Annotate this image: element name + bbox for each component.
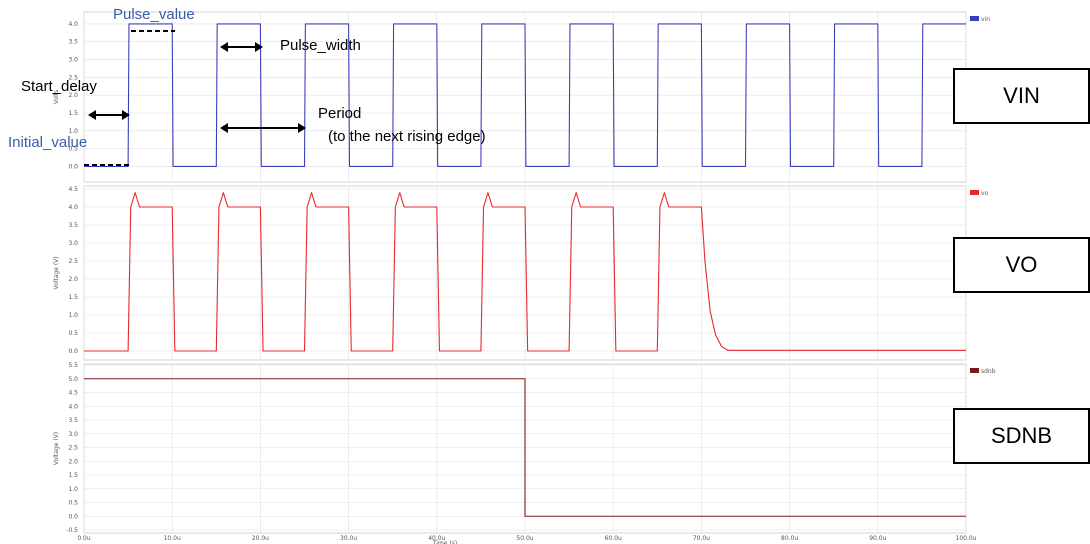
y-tick-label: 4.0: [68, 403, 78, 410]
y-tick-label: 3.0: [68, 57, 78, 64]
legend-label: vo: [981, 190, 989, 197]
y-tick-label: 3.0: [68, 431, 78, 438]
x-tick-label: 90.0u: [869, 535, 886, 542]
y-tick-label: 4.5: [68, 186, 78, 193]
x-tick-label: 20.0u: [252, 535, 269, 542]
panel-sdnb: 0.0 0.5 1.0 1.5 2.0 2.5 3.0 3.5 4.0 4.5 5.0 5.5 -0.5…: [53, 362, 996, 534]
start-delay-arrow: [88, 110, 130, 120]
x-tick-label: 0.0u: [77, 535, 91, 542]
y-axis-label: Voltage (V): [53, 256, 60, 289]
y-tick-label: 3.5: [68, 39, 78, 46]
panel-vin: 0.0 0.5 1.0 1.5 2.0 2.5 3.0 3.5 4.0 Volts vin: [53, 11, 990, 183]
y-tick-label: 4.0: [68, 21, 78, 28]
legend-swatch: [970, 190, 979, 195]
legend-swatch: [970, 16, 979, 21]
legend-label: sdnb: [981, 368, 996, 375]
y-tick-label: 5.5: [68, 362, 78, 369]
x-tick-label: 80.0u: [781, 535, 798, 542]
legend-swatch: [970, 368, 979, 373]
vin-label-box: VIN: [953, 68, 1090, 124]
y-tick-label: 4.0: [68, 204, 78, 211]
y-tick-label: 0.0: [68, 348, 78, 355]
x-tick-label: 50.0u: [516, 535, 533, 542]
start-delay-annotation: Start_delay: [21, 78, 97, 95]
y-tick-label: 1.5: [68, 294, 78, 301]
x-tick-label: 10.0u: [164, 535, 181, 542]
series-line-vin: [84, 23, 966, 167]
initial-value-annotation: Initial_value: [8, 134, 88, 151]
y-tick-label: -0.5: [66, 527, 78, 534]
y-tick-label: 4.5: [68, 390, 78, 397]
y-tick-label: 2.5: [68, 258, 78, 265]
y-tick-label: 1.5: [68, 472, 78, 479]
y-tick-label: 0.5: [68, 146, 78, 153]
vo-label-box: VO: [953, 237, 1090, 293]
series-line-vo: [84, 192, 966, 352]
y-tick-label: 5.0: [68, 376, 78, 383]
y-axis-label: Voltage (V): [53, 432, 60, 465]
y-axis-label: Volts: [53, 90, 60, 104]
pulse-value-annotation: Pulse_value: [113, 6, 195, 23]
y-tick-label: 3.5: [68, 417, 78, 424]
pulse-width-arrow: [220, 42, 263, 52]
x-tick-label: 40.0u: [428, 535, 445, 542]
x-tick-label: 70.0u: [693, 535, 710, 542]
x-tick-label: 100.0u: [956, 535, 977, 542]
y-tick-label: 1.5: [68, 110, 78, 117]
y-tick-label: 2.0: [68, 458, 78, 465]
y-tick-label: 0.0: [68, 163, 78, 170]
y-tick-label: 0.0: [68, 513, 78, 520]
y-tick-label: 2.0: [68, 276, 78, 283]
x-axis-label: Time (s): [432, 540, 457, 544]
x-tick-label: 60.0u: [605, 535, 622, 542]
period-arrow: [220, 123, 306, 133]
series-line-sdnb: [84, 378, 966, 517]
y-tick-label: 2.5: [68, 74, 78, 81]
sdnb-label-box: SDNB: [953, 408, 1090, 464]
legend-label: vin: [981, 16, 990, 23]
y-tick-label: 3.0: [68, 240, 78, 247]
y-tick-label: 1.0: [68, 486, 78, 493]
x-axis: 0.0u 10.0u 20.0u 30.0u 40.0u 50.0u 60.0u 70.0u 8…: [77, 535, 976, 544]
y-tick-label: 1.0: [68, 128, 78, 135]
y-tick-label: 0.5: [68, 500, 78, 507]
period-annotation: Period: [318, 105, 362, 122]
x-tick-label: 30.0u: [340, 535, 357, 542]
y-tick-label: 0.5: [68, 330, 78, 337]
pulse-width-annotation: Pulse_width: [280, 37, 361, 54]
y-tick-label: 2.0: [68, 92, 78, 99]
period-note-annotation: (to the next rising edge): [328, 128, 486, 145]
panel-vo: 0.0 0.5 1.0 1.5 2.0 2.5 3.0 3.5 4.0 4.5 Voltage (V…: [53, 185, 989, 361]
y-tick-label: 3.5: [68, 222, 78, 229]
y-tick-label: 1.0: [68, 312, 78, 319]
y-tick-label: 2.5: [68, 445, 78, 452]
vin-annotations: [84, 30, 306, 166]
